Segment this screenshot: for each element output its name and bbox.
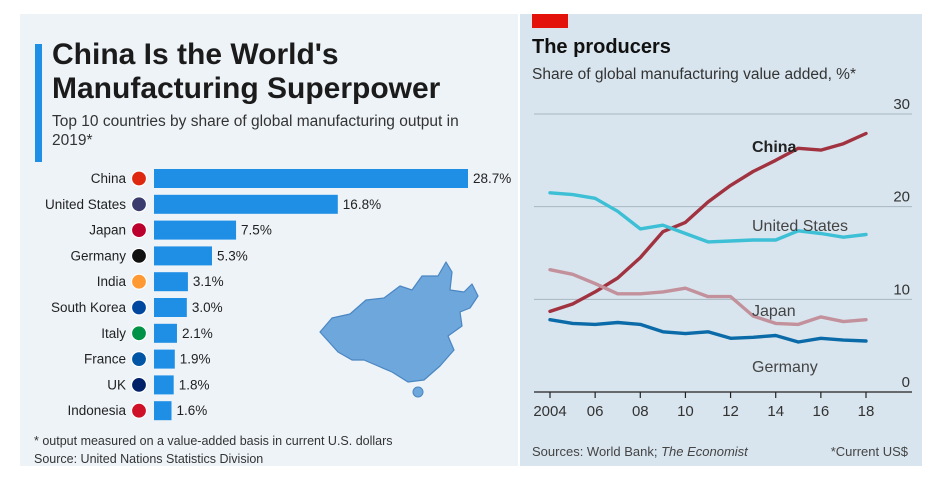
japan-flag-icon: [130, 222, 148, 239]
bar-value-label: 1.9%: [180, 352, 211, 367]
japan-series-line: [548, 267, 868, 327]
y-tick-label: 0: [902, 374, 910, 391]
right-source: Sources: World Bank; The Economist: [532, 444, 748, 459]
germany-flag-icon: [130, 247, 148, 264]
bar-category-label: Japan: [89, 223, 126, 238]
south-korea-flag-icon: [130, 299, 148, 316]
y-tick-label: 20: [893, 189, 910, 206]
italy-flag-icon: [130, 325, 148, 342]
left-subtitle: Top 10 countries by share of global manu…: [52, 113, 459, 149]
united-states-series-label: United States: [752, 218, 848, 235]
right-source-italic: The Economist: [661, 444, 748, 459]
bar: [154, 272, 188, 292]
x-tick-label: 16: [813, 403, 830, 420]
bar-value-label: 7.5%: [241, 223, 272, 238]
bar: [154, 194, 338, 214]
right-note: *Current US$: [830, 444, 908, 459]
bar: [154, 375, 174, 395]
bar-category-label: Italy: [101, 326, 126, 341]
right-source-prefix: Sources: World Bank;: [532, 444, 662, 459]
bar: [154, 246, 212, 266]
bar-value-label: 3.0%: [192, 300, 223, 315]
bar: [154, 349, 175, 369]
bar-category-label: Germany: [70, 248, 126, 263]
right-title: The producers: [532, 36, 671, 58]
germany-series-label: Germany: [752, 359, 818, 376]
x-tick-label: 12: [722, 403, 739, 420]
left-source: Source: United Nations Statistics Divisi…: [34, 452, 264, 466]
statista-panel: China Is the World's Manufacturing Super…: [20, 14, 518, 466]
left-title: China Is the World's Manufacturing Super…: [52, 38, 512, 106]
germany-series-line: [548, 318, 868, 344]
india-flag-icon: [130, 273, 148, 290]
economist-red-tab: [532, 14, 568, 28]
bar: [154, 298, 187, 317]
x-tick-label: 10: [677, 403, 694, 420]
bar: [154, 220, 237, 240]
x-tick-label: 2004: [533, 403, 566, 420]
left-title-line2: Manufacturing Superpower: [52, 72, 441, 105]
left-title-line1: China Is the World's: [52, 38, 339, 71]
bar: [154, 323, 177, 343]
x-tick-label: 06: [587, 403, 604, 420]
china-flag-icon: [130, 170, 148, 187]
bar-category-label: France: [84, 352, 126, 367]
united-states-series-line: [548, 191, 868, 244]
y-tick-label: 10: [893, 281, 910, 298]
hainan-island-shape: [412, 386, 424, 398]
china-series-label: China: [752, 139, 797, 156]
economist-panel: The producers Share of global manufactur…: [520, 14, 922, 466]
x-tick-label: 14: [767, 403, 784, 420]
bar-category-label: United States: [45, 197, 126, 212]
japan-series-label: Japan: [752, 303, 796, 320]
bar-category-label: India: [97, 274, 127, 289]
bar-category-label: UK: [107, 377, 126, 392]
x-tick-label: 18: [858, 403, 875, 420]
line-chart: 0 10 20 30 2004 06 08 10 12 14 16 18 China United Sta…: [533, 96, 912, 420]
indonesia-flag-icon: [130, 402, 148, 419]
uk-flag-icon: [130, 376, 148, 393]
left-footnote: * output measured on a value-added basis…: [34, 434, 393, 448]
china-map-silhouette: [319, 261, 479, 383]
bar-value-label: 1.6%: [177, 403, 208, 418]
x-tick-label: 08: [632, 403, 649, 420]
france-flag-icon: [130, 351, 148, 368]
bar-category-label: South Korea: [51, 300, 127, 315]
bar-chart: China 28.7% United States 16.8% Japan 7.5% Ger…: [45, 169, 511, 421]
bar-value-label: 28.7%: [473, 171, 511, 186]
bar: [154, 169, 468, 188]
bar-category-label: Indonesia: [67, 403, 126, 418]
right-subtitle: Share of global manufacturing value adde…: [532, 66, 856, 83]
bar-value-label: 2.1%: [182, 326, 213, 341]
y-tick-label: 30: [893, 96, 910, 113]
bar-value-label: 3.1%: [193, 274, 224, 289]
bar-value-label: 16.8%: [343, 197, 381, 212]
bar-value-label: 5.3%: [217, 248, 248, 263]
bar-category-label: China: [91, 171, 127, 186]
title-accent-bar: [35, 44, 42, 162]
bar: [154, 401, 172, 421]
bar-value-label: 1.8%: [179, 377, 210, 392]
united-states-flag-icon: [130, 196, 148, 213]
